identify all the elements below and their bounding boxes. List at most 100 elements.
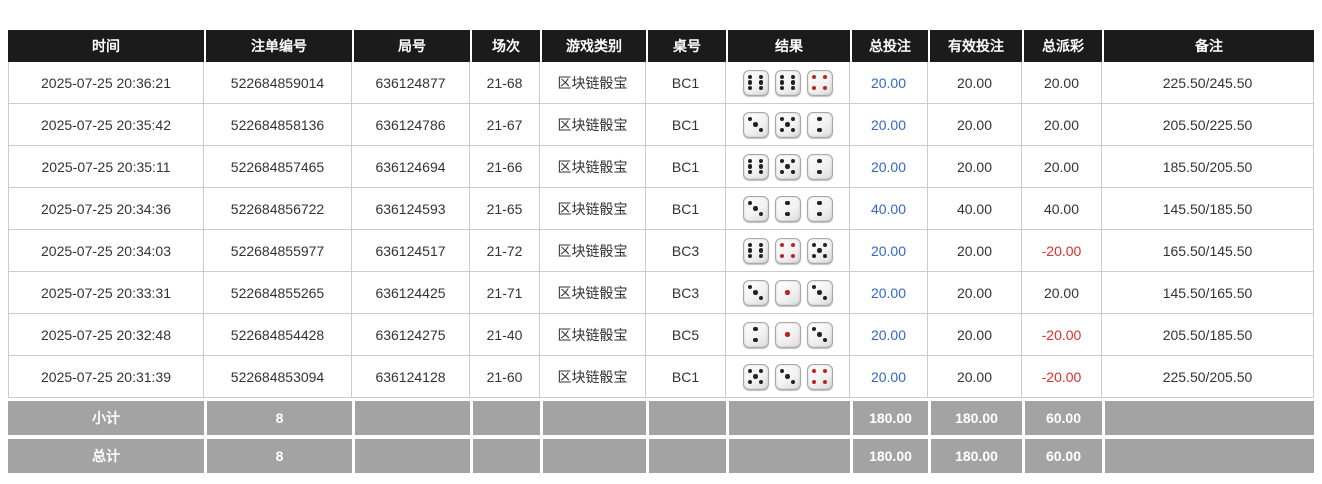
cell-total-bet[interactable]: 20.00 xyxy=(850,104,928,146)
grand-total-total-bet: 180.00 xyxy=(850,439,928,473)
cell-session: 21-40 xyxy=(470,314,540,356)
cell-remark: 225.50/245.50 xyxy=(1102,62,1314,104)
table-body: 2025-07-25 20:36:21 522684859014 636124877… xyxy=(8,62,1314,398)
cell-total-payout: -20.00 xyxy=(1022,314,1102,356)
col-header-result: 结果 xyxy=(726,30,850,62)
cell-game-type: 区块链骰宝 xyxy=(540,272,646,314)
cell-round-no: 636124425 xyxy=(352,272,470,314)
grand-total-empty xyxy=(540,439,646,473)
table-row: 2025-07-25 20:34:36 522684856722 636124593… xyxy=(8,188,1314,230)
die-3-icon xyxy=(742,279,769,306)
cell-total-payout: 20.00 xyxy=(1022,62,1102,104)
cell-remark: 165.50/145.50 xyxy=(1102,230,1314,272)
cell-result-dice xyxy=(726,104,850,146)
cell-session: 21-72 xyxy=(470,230,540,272)
cell-time: 2025-07-25 20:33:31 xyxy=(8,272,204,314)
die-4-icon xyxy=(774,237,801,264)
die-1-icon xyxy=(774,279,801,306)
grand-total-empty xyxy=(646,439,726,473)
cell-valid-bet: 20.00 xyxy=(928,230,1022,272)
cell-bet-id: 522684858136 xyxy=(204,104,352,146)
grand-total-row: 总计 8 180.00 180.00 60.00 xyxy=(8,439,1314,473)
cell-time: 2025-07-25 20:34:36 xyxy=(8,188,204,230)
die-2-icon xyxy=(774,195,801,222)
cell-table-no: BC3 xyxy=(646,272,726,314)
die-6-icon xyxy=(742,69,769,96)
cell-total-payout: -20.00 xyxy=(1022,230,1102,272)
cell-total-payout: 40.00 xyxy=(1022,188,1102,230)
cell-remark: 225.50/205.50 xyxy=(1102,356,1314,398)
cell-valid-bet: 20.00 xyxy=(928,104,1022,146)
cell-result-dice xyxy=(726,314,850,356)
cell-total-bet[interactable]: 20.00 xyxy=(850,230,928,272)
cell-table-no: BC1 xyxy=(646,188,726,230)
cell-table-no: BC5 xyxy=(646,314,726,356)
die-3-icon xyxy=(742,111,769,138)
cell-round-no: 636124786 xyxy=(352,104,470,146)
bet-records-table: 时间 注单编号 局号 场次 游戏类别 桌号 结果 总投注 有效投注 总派彩 备注… xyxy=(8,30,1314,473)
col-header-time: 时间 xyxy=(92,38,120,54)
cell-bet-id: 522684854428 xyxy=(204,314,352,356)
grand-total-valid-bet: 180.00 xyxy=(928,439,1022,473)
subtotal-empty xyxy=(1102,401,1314,435)
col-header-total-bet: 总投注 xyxy=(850,30,928,62)
grand-total-empty xyxy=(352,439,470,473)
cell-table-no: BC3 xyxy=(646,230,726,272)
cell-total-payout: 20.00 xyxy=(1022,146,1102,188)
cell-bet-id: 522684855265 xyxy=(204,272,352,314)
table-row: 2025-07-25 20:32:48 522684854428 636124275… xyxy=(8,314,1314,356)
cell-session: 21-66 xyxy=(470,146,540,188)
cell-total-bet[interactable]: 20.00 xyxy=(850,62,928,104)
cell-table-no: BC1 xyxy=(646,146,726,188)
cell-session: 21-67 xyxy=(470,104,540,146)
cell-round-no: 636124593 xyxy=(352,188,470,230)
cell-round-no: 636124877 xyxy=(352,62,470,104)
cell-time: 2025-07-25 20:36:21 xyxy=(8,62,204,104)
subtotal-empty xyxy=(646,401,726,435)
table-row: 2025-07-25 20:35:11 522684857465 636124694… xyxy=(8,146,1314,188)
subtotal-empty xyxy=(540,401,646,435)
subtotal-total-bet: 180.00 xyxy=(850,401,928,435)
cell-bet-id: 522684859014 xyxy=(204,62,352,104)
die-1-icon xyxy=(774,321,801,348)
cell-valid-bet: 20.00 xyxy=(928,356,1022,398)
subtotal-valid-bet: 180.00 xyxy=(928,401,1022,435)
cell-remark: 145.50/185.50 xyxy=(1102,188,1314,230)
die-2-icon xyxy=(806,195,833,222)
cell-time: 2025-07-25 20:35:42 xyxy=(8,104,204,146)
col-header-session: 场次 xyxy=(470,30,540,62)
cell-game-type: 区块链骰宝 xyxy=(540,146,646,188)
die-6-icon xyxy=(742,153,769,180)
subtotal-total-payout: 60.00 xyxy=(1022,401,1102,435)
grand-total-empty xyxy=(726,439,850,473)
cell-result-dice xyxy=(726,146,850,188)
die-3-icon xyxy=(742,195,769,222)
subtotal-row: 小计 8 180.00 180.00 60.00 xyxy=(8,401,1314,435)
die-6-icon xyxy=(742,237,769,264)
cell-game-type: 区块链骰宝 xyxy=(540,230,646,272)
grand-total-total-payout: 60.00 xyxy=(1022,439,1102,473)
die-5-icon xyxy=(774,111,801,138)
cell-total-bet[interactable]: 40.00 xyxy=(850,188,928,230)
die-5-icon xyxy=(774,153,801,180)
die-3-icon xyxy=(806,321,833,348)
die-6-icon xyxy=(774,69,801,96)
cell-total-bet[interactable]: 20.00 xyxy=(850,272,928,314)
die-5-icon xyxy=(806,237,833,264)
cell-total-bet[interactable]: 20.00 xyxy=(850,314,928,356)
cell-session: 21-71 xyxy=(470,272,540,314)
cell-game-type: 区块链骰宝 xyxy=(540,314,646,356)
cell-total-payout: -20.00 xyxy=(1022,356,1102,398)
col-header-valid-bet: 有效投注 xyxy=(928,30,1022,62)
cell-remark: 205.50/185.50 xyxy=(1102,314,1314,356)
col-header-bet-id: 注单编号 xyxy=(204,30,352,62)
cell-total-bet[interactable]: 20.00 xyxy=(850,356,928,398)
cell-total-bet[interactable]: 20.00 xyxy=(850,146,928,188)
cell-remark: 205.50/225.50 xyxy=(1102,104,1314,146)
subtotal-empty xyxy=(470,401,540,435)
table-row: 2025-07-25 20:31:39 522684853094 636124128… xyxy=(8,356,1314,398)
table-row: 2025-07-25 20:36:21 522684859014 636124877… xyxy=(8,62,1314,104)
cell-total-payout: 20.00 xyxy=(1022,272,1102,314)
die-4-icon xyxy=(806,69,833,96)
cell-time: 2025-07-25 20:35:11 xyxy=(8,146,204,188)
